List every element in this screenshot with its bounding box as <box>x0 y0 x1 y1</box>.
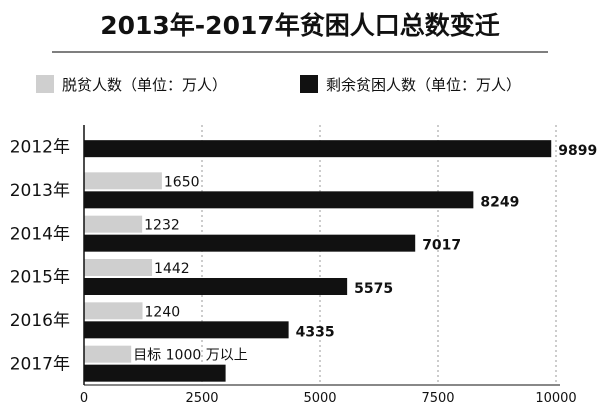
bar-remaining <box>84 321 289 339</box>
bar-removed <box>84 302 143 320</box>
data-label-remaining: 5575 <box>354 281 393 297</box>
bar-remaining <box>84 191 474 209</box>
chart-title: 2013年-2017年贫困人口总数变迁 <box>100 11 500 40</box>
x-tick-label: 5000 <box>303 391 336 406</box>
bars <box>84 140 552 382</box>
data-labels: 9899 1650 8249 1232 7017 1442 5575 1240 4335 目标 1… <box>133 143 597 363</box>
data-label-removed: 1442 <box>154 261 190 277</box>
bar-removed <box>84 215 143 233</box>
category-label: 2015年 <box>10 268 70 288</box>
x-tick-label: 10000 <box>535 391 576 406</box>
bar-removed <box>84 345 132 363</box>
category-label: 2012年 <box>10 138 70 158</box>
data-label-removed: 1232 <box>144 218 180 234</box>
bar-removed <box>84 259 153 276</box>
bar-removed <box>84 172 162 190</box>
legend: 脱贫人数（单位：万人） 剩余贫困人数（单位：万人） <box>36 75 521 94</box>
data-label-remaining: 7017 <box>422 238 461 254</box>
data-label-removed: 1650 <box>164 174 200 190</box>
x-axis-ticks: 0 2500 5000 7500 10000 <box>80 391 577 406</box>
bar-remaining <box>84 278 348 295</box>
x-tick-label: 7500 <box>421 391 454 406</box>
category-label: 2013年 <box>10 181 70 201</box>
category-labels: 2012年 2013年 2014年 2015年 2016年 2017年 <box>10 138 70 375</box>
x-tick-label: 2500 <box>185 391 218 406</box>
category-label: 2016年 <box>10 311 70 331</box>
data-label-remaining: 8249 <box>480 194 519 210</box>
data-label-removed: 1240 <box>145 304 181 320</box>
data-label-remaining: 9899 <box>558 143 597 159</box>
data-label-remaining: 4335 <box>296 324 335 340</box>
category-label: 2014年 <box>10 224 70 244</box>
bar-remaining <box>84 234 416 252</box>
bar-remaining <box>84 140 552 158</box>
legend-swatch-removed <box>36 75 54 93</box>
x-tick-label: 0 <box>80 391 88 406</box>
grid <box>201 125 557 385</box>
legend-label-remaining: 剩余贫困人数（单位：万人） <box>326 76 521 94</box>
legend-swatch-remaining <box>300 75 318 93</box>
bar-remaining <box>84 364 226 382</box>
category-label: 2017年 <box>10 354 70 374</box>
legend-label-removed: 脱贫人数（单位：万人） <box>62 76 227 94</box>
data-label-removed: 目标 1000 万以上 <box>133 348 248 364</box>
